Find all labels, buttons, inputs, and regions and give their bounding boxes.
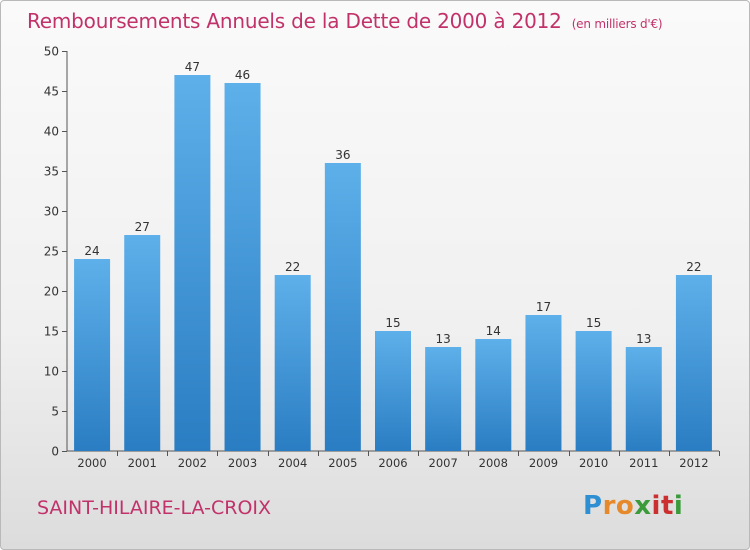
x-tick-label: 2004 <box>278 456 307 470</box>
x-tick-label: 2009 <box>529 456 558 470</box>
bar <box>274 275 311 451</box>
bar <box>425 347 462 451</box>
x-tick-label: 2011 <box>629 456 658 470</box>
commune-name: SAINT-HILAIRE-LA-CROIX <box>37 497 272 519</box>
bar <box>174 75 211 451</box>
bar-value-label: 22 <box>686 260 701 274</box>
x-tick-label: 2001 <box>128 456 157 470</box>
y-tick-label: 35 <box>44 165 59 179</box>
x-tick-label: 2000 <box>77 456 106 470</box>
y-tick-label: 40 <box>44 125 59 139</box>
chart-title-text: Remboursements Annuels de la Dette de 20… <box>27 9 562 33</box>
bar-value-label: 13 <box>436 332 451 346</box>
bar <box>625 347 662 451</box>
bar-value-label: 15 <box>385 316 400 330</box>
x-tick-label: 2005 <box>328 456 357 470</box>
bar-value-label: 27 <box>135 220 150 234</box>
x-tick-label: 2010 <box>579 456 608 470</box>
logo-letter: i <box>651 491 661 521</box>
chart-unit: (en milliers d'€) <box>571 17 663 31</box>
logo-letter: i <box>673 491 684 521</box>
chart-title: Remboursements Annuels de la Dette de 20… <box>27 9 663 33</box>
y-tick-label: 25 <box>44 245 59 259</box>
bar <box>575 331 612 451</box>
bar-value-label: 17 <box>536 300 551 314</box>
bar-value-label: 13 <box>636 332 651 346</box>
y-tick-label: 15 <box>44 325 59 339</box>
logo-letter: r <box>602 491 616 521</box>
bar <box>224 83 261 451</box>
bar <box>124 235 161 451</box>
y-tick-label: 10 <box>44 365 59 379</box>
bar-value-label: 24 <box>84 244 99 258</box>
y-tick-label: 45 <box>44 85 59 99</box>
x-tick-label: 2006 <box>378 456 407 470</box>
bar-value-label: 22 <box>285 260 300 274</box>
x-tick-label: 2002 <box>178 456 207 470</box>
logo-letter: t <box>660 491 674 521</box>
bar <box>74 259 111 451</box>
y-tick-label: 0 <box>51 445 59 459</box>
proxiti-logo: Proxiti <box>583 491 683 521</box>
x-tick-label: 2003 <box>228 456 257 470</box>
y-tick-label: 50 <box>44 45 59 59</box>
bar <box>375 331 411 451</box>
bar <box>525 315 562 451</box>
x-tick-label: 2008 <box>479 456 508 470</box>
bar-value-label: 36 <box>335 148 350 162</box>
bar-value-label: 15 <box>586 316 601 330</box>
x-tick-label: 2012 <box>679 456 708 470</box>
y-tick-label: 5 <box>51 405 59 419</box>
logo-letter: P <box>583 491 603 521</box>
bar-value-label: 14 <box>486 324 501 338</box>
bar <box>475 339 512 451</box>
y-tick-label: 30 <box>44 205 59 219</box>
x-tick-label: 2007 <box>429 456 458 470</box>
y-tick-label: 20 <box>44 285 59 299</box>
bar <box>675 275 712 451</box>
logo-letter: x <box>634 491 652 521</box>
logo-letter: o <box>615 491 635 521</box>
bar-value-label: 47 <box>185 60 200 74</box>
bar-value-label: 46 <box>235 68 250 82</box>
bar <box>324 163 361 451</box>
